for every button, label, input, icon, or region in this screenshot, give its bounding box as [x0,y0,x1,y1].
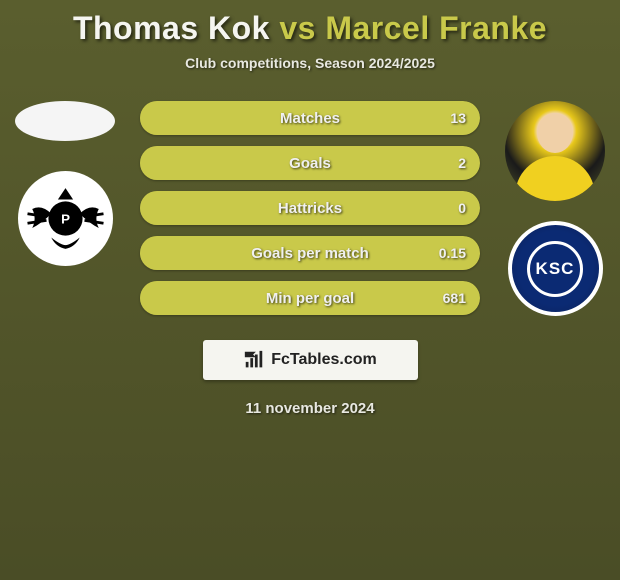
title-player2: Marcel Franke [325,10,547,46]
footer-brand-text: FcTables.com [271,351,377,369]
player2-club-logo: KSC [508,221,603,316]
page-title: Thomas Kok vs Marcel Franke [0,0,620,47]
title-player1: Thomas Kok [73,10,270,46]
stats-bars: Matches 13 Goals 2 Hattricks 0 Goals per match… [140,101,480,315]
stat-label: Matches [280,110,340,127]
footer-badge: FcTables.com [203,340,418,380]
stat-bar: Goals 2 [140,146,480,180]
stat-value-right: 0 [458,200,466,216]
main-area: P KSC Matches 13 Goals 2 Hattricks 0 Goals per… [0,101,620,315]
preussen-eagle-icon: P [18,171,113,266]
ksc-logo-text: KSC [536,259,575,279]
stat-label: Goals per match [251,245,369,262]
stat-bar: Min per goal 681 [140,281,480,315]
bar-chart-icon [243,349,265,371]
stat-bar: Hattricks 0 [140,191,480,225]
stat-label: Goals [289,155,331,172]
stat-bar: Matches 13 [140,101,480,135]
stat-bar: Goals per match 0.15 [140,236,480,270]
stat-label: Hattricks [278,200,342,217]
stat-value-right: 0.15 [439,245,466,261]
player2-avatar [505,101,605,201]
subtitle: Club competitions, Season 2024/2025 [0,55,620,71]
left-column: P [10,101,120,266]
stat-value-right: 681 [443,290,466,306]
right-column: KSC [500,101,610,316]
svg-text:P: P [61,211,70,226]
stat-label: Min per goal [266,290,354,307]
title-vs: vs [279,10,316,46]
player1-avatar [15,101,115,141]
stat-value-right: 2 [458,155,466,171]
stat-value-right: 13 [450,110,466,126]
date-text: 11 november 2024 [0,400,620,417]
player1-club-logo: P [18,171,113,266]
